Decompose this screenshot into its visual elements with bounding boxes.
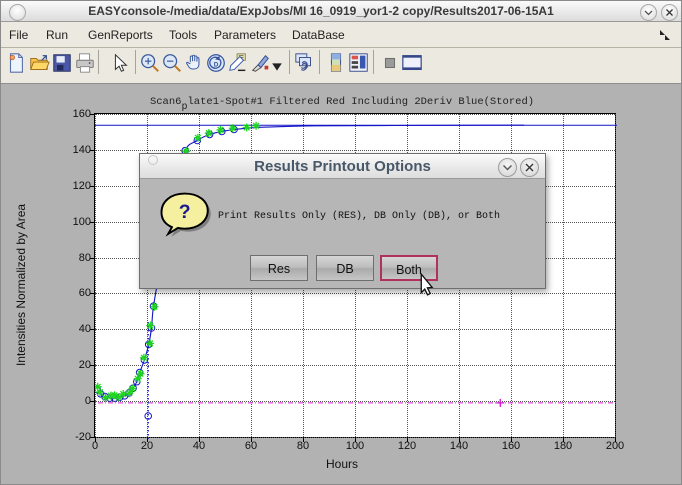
svg-text:D: D	[214, 62, 219, 69]
svg-text:?: ?	[179, 201, 191, 223]
